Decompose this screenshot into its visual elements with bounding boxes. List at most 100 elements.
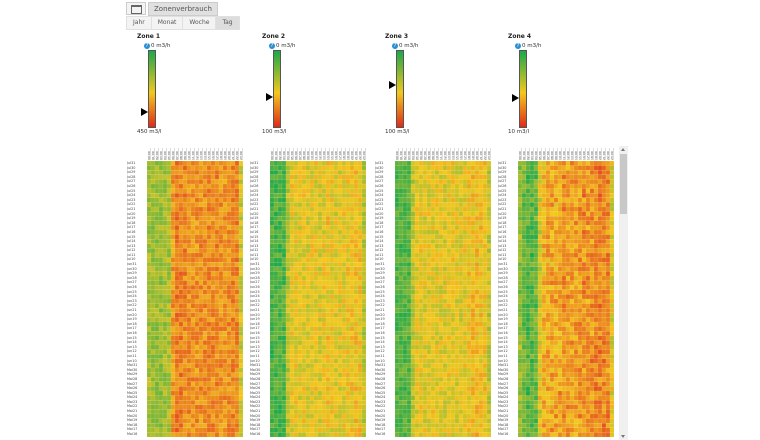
heatmap-cell xyxy=(206,413,212,419)
heatmap-cell xyxy=(170,413,176,419)
heatmap-cell xyxy=(147,400,152,405)
heatmap-cell xyxy=(309,367,315,373)
heatmap-cell xyxy=(317,193,323,198)
tab-jahr[interactable]: Jahr xyxy=(126,16,152,30)
heatmap-cell xyxy=(357,321,363,327)
info-icon[interactable]: ? xyxy=(269,43,275,49)
heatmap-cell xyxy=(293,183,299,189)
heatmap-cell xyxy=(470,423,476,428)
heatmap-cell xyxy=(337,340,343,346)
heatmap-cell xyxy=(162,239,168,244)
heatmap-cell xyxy=(198,234,204,240)
heatmap-cell xyxy=(194,262,200,267)
heatmap-cell xyxy=(226,326,232,332)
heatmap-cell xyxy=(454,234,460,240)
heatmap-cell xyxy=(293,308,299,313)
heatmap-cell xyxy=(454,326,460,332)
info-icon[interactable]: ? xyxy=(515,43,521,49)
heatmap-cell xyxy=(186,216,192,221)
heatmap-cell xyxy=(482,326,488,332)
info-icon[interactable]: ? xyxy=(392,43,398,49)
heatmap-cell xyxy=(398,363,404,369)
heatmap-cell xyxy=(345,331,351,336)
heatmap-cell xyxy=(446,234,452,240)
level-marker-icon xyxy=(141,108,148,117)
heatmap-cell xyxy=(154,285,160,290)
heatmap-cell xyxy=(357,225,363,231)
heatmap-cell xyxy=(270,423,275,428)
date-label: Mai29 xyxy=(375,372,386,377)
heatmap-cell xyxy=(406,161,412,166)
heatmap-cell xyxy=(470,275,476,281)
heatmap-cell xyxy=(410,312,416,318)
heatmap-cell xyxy=(329,202,335,208)
heatmap-cell xyxy=(222,418,228,424)
heatmap-cell xyxy=(238,354,243,359)
heatmap-cell xyxy=(270,252,275,258)
heatmap-cell xyxy=(238,400,243,405)
heatmap-cell xyxy=(422,266,428,272)
tab-woche[interactable]: Woche xyxy=(182,16,217,30)
tab-monat[interactable]: Monat xyxy=(150,16,184,30)
date-label: Jul14 xyxy=(498,239,507,244)
heatmap-cell xyxy=(190,188,196,194)
heatmap-cell xyxy=(521,179,527,185)
heatmap-cell xyxy=(474,432,480,437)
heatmap-cell xyxy=(329,165,335,171)
heatmap-cell xyxy=(597,179,603,185)
zonenverbrauch-tab[interactable]: Zonenverbrauch xyxy=(148,2,218,16)
heatmap-cell xyxy=(446,344,452,350)
heatmap-cell xyxy=(357,390,363,396)
heatmap-cell xyxy=(186,321,192,327)
heatmap-cell xyxy=(147,418,152,424)
heatmap-cell xyxy=(313,354,319,359)
heatmap-cell xyxy=(285,183,291,189)
heatmap-cell xyxy=(353,252,359,258)
heatmap-cell xyxy=(313,225,319,231)
heatmap-cell xyxy=(158,266,164,272)
heatmap-cell xyxy=(285,367,291,373)
heatmap-cell xyxy=(277,335,283,341)
heatmap-cell xyxy=(410,354,416,359)
heatmap-cell xyxy=(301,179,307,185)
heatmap-cell xyxy=(341,202,347,208)
heatmap-cell xyxy=(325,432,331,437)
heatmap-cell xyxy=(349,275,355,281)
heatmap-cell xyxy=(458,170,464,175)
heatmap-cell xyxy=(482,197,488,203)
heatmap-cell xyxy=(190,239,196,244)
heatmap-cell xyxy=(214,344,220,350)
heatmap-cell xyxy=(234,193,240,198)
heatmap-cell xyxy=(442,386,448,392)
heatmap-cell xyxy=(325,308,331,313)
info-icon[interactable]: ? xyxy=(144,43,150,49)
heatmap-cell xyxy=(305,165,311,171)
heatmap-cell xyxy=(178,418,184,424)
heatmap-cell xyxy=(206,165,212,171)
heatmap-cell xyxy=(309,340,315,346)
heatmap-cell xyxy=(450,326,456,332)
heatmap-cell xyxy=(521,183,527,189)
calendar-button[interactable] xyxy=(126,2,146,15)
heatmap-cell xyxy=(486,275,491,281)
heatmap-cell xyxy=(482,206,488,212)
heatmap-cell xyxy=(147,161,152,166)
heatmap-cell xyxy=(422,202,428,208)
heatmap-cell xyxy=(333,257,339,263)
heatmap-cell xyxy=(222,275,228,281)
heatmap-cell xyxy=(333,377,339,382)
heatmap-cell xyxy=(289,197,295,203)
heatmap-cell xyxy=(222,243,228,249)
heatmap-cell xyxy=(309,312,315,318)
heatmap-cell xyxy=(150,289,156,295)
heatmap-cell xyxy=(406,358,412,364)
heatmap-cell xyxy=(609,188,614,194)
heatmap-cell xyxy=(210,303,216,309)
heatmap-cell xyxy=(270,289,275,295)
date-label: Jun15 xyxy=(498,335,508,340)
heatmap-cell xyxy=(466,377,472,382)
heatmap-cell xyxy=(293,280,299,286)
tab-tag[interactable]: Tag xyxy=(215,16,240,30)
heatmap-cell xyxy=(317,400,323,405)
heatmap-cell xyxy=(470,331,476,336)
